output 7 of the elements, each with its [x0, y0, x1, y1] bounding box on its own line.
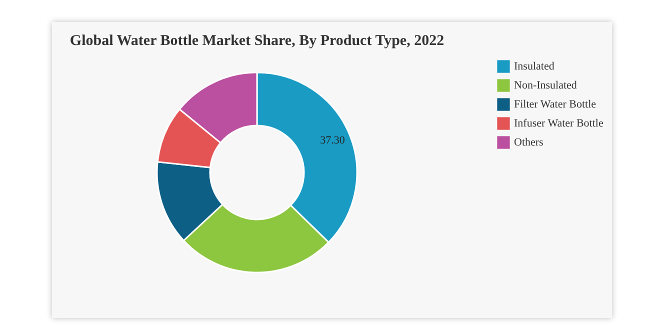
legend-label: Non-Insulated — [514, 80, 578, 92]
data-label: 37.30 — [320, 134, 346, 147]
legend-label: Filter Water Bottle — [514, 98, 596, 110]
legend-label: Infuser Water Bottle — [514, 118, 604, 130]
legend-label: Others — [514, 136, 544, 148]
legend-label: Insulated — [514, 60, 555, 72]
chart-title: Global Water Bottle Market Share, By Product Type, 2022 — [70, 33, 444, 49]
